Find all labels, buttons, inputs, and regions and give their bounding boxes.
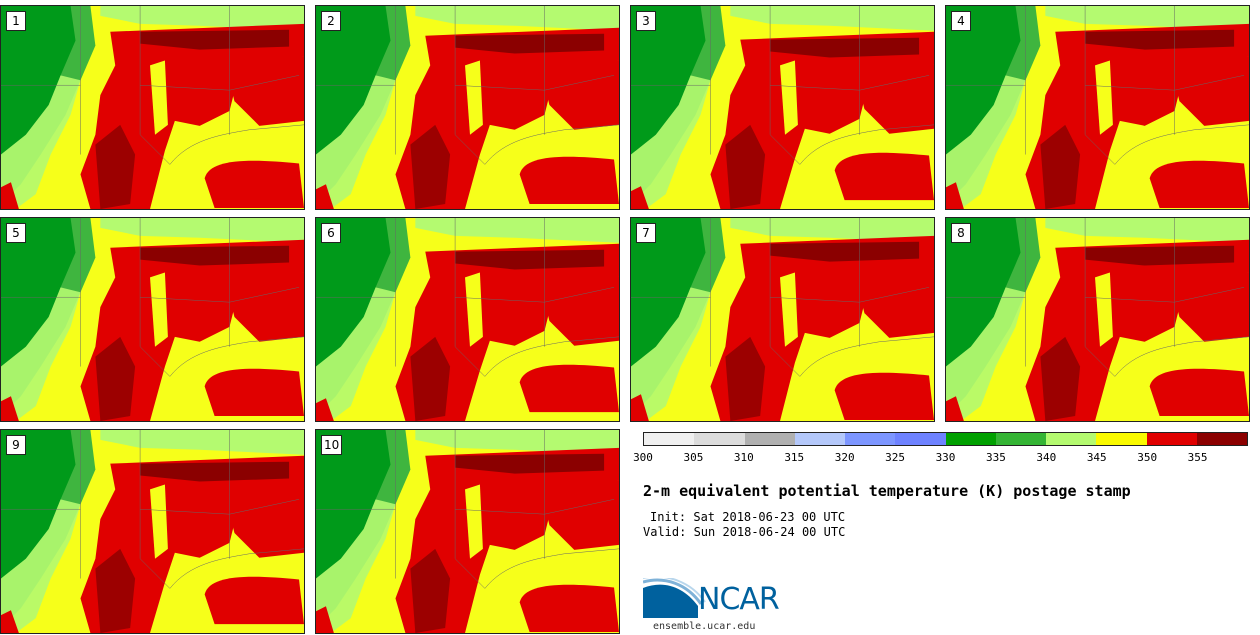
colorbar-segment [694,433,745,445]
ensemble-member-map [1,430,304,633]
postage-stamp-panel-6: 6 [315,217,620,422]
panel-label: 9 [6,435,26,455]
postage-stamp-panel-5: 5 [0,217,305,422]
panel-label: 1 [6,11,26,31]
map-title: 2-m equivalent potential temperature (K)… [643,482,1131,500]
colorbar-tick-label: 300 [633,451,653,464]
ensemble-member-map [1,6,304,209]
postage-stamp-panel-10: 10 [315,429,620,634]
colorbar-tick-label: 330 [935,451,956,464]
colorbar-tick-label: 305 [683,451,704,464]
panel-label: 3 [636,11,656,31]
colorbar-tick-label: 320 [834,451,855,464]
colorbar [643,432,1248,446]
init-time: Init: Sat 2018-06-23 00 UTC [650,510,846,524]
colorbar-tick-label: 315 [784,451,805,464]
colorbar-segment [794,433,845,445]
colorbar-tick-label: 345 [1086,451,1107,464]
panel-label: 8 [951,223,971,243]
panel-label: 5 [6,223,26,243]
colorbar-segment [995,433,1046,445]
postage-stamp-panel-3: 3 [630,5,935,210]
colorbar-segment [744,433,795,445]
ensemble-member-map [1,218,304,421]
ensemble-member-map [946,218,1249,421]
ensemble-member-map [316,218,619,421]
colorbar-segment [644,433,695,445]
panel-label: 10 [321,435,343,455]
ensemble-member-map [316,430,619,633]
ensemble-member-map [946,6,1249,209]
postage-stamp-panel-4: 4 [945,5,1250,210]
panel-label: 7 [636,223,656,243]
colorbar-segment [1046,433,1097,445]
colorbar-segment [1146,433,1197,445]
ensemble-member-map [316,6,619,209]
colorbar-tick-label: 325 [885,451,906,464]
colorbar-segment [945,433,996,445]
postage-stamp-panel-9: 9 [0,429,305,634]
colorbar-tick-label: 335 [985,451,1006,464]
colorbar-ticks: 300 305 310 315 320 325 330 335 340 345 350 355 [633,451,1248,467]
panel-label: 4 [951,11,971,31]
panel-label: 2 [321,11,341,31]
postage-stamp-panel-2: 2 [315,5,620,210]
colorbar-tick-label: 355 [1187,451,1208,464]
postage-stamp-panel-8: 8 [945,217,1250,422]
colorbar-tick-label: 350 [1137,451,1158,464]
ensemble-member-map [631,6,934,209]
ncar-logo-icon [643,578,706,618]
postage-stamp-panel-7: 7 [630,217,935,422]
logo-url: ensemble.ucar.edu [653,621,756,632]
valid-time: Valid: Sun 2018-06-24 00 UTC [643,525,846,539]
colorbar-segment [1196,433,1247,445]
colorbar-segment [895,433,946,445]
colorbar-tick-label: 310 [733,451,754,464]
colorbar-segment [1096,433,1147,445]
colorbar-tick-label: 340 [1036,451,1057,464]
postage-stamp-panel-1: 1 [0,5,305,210]
ncar-logo-text: NCAR [698,582,780,617]
colorbar-segment [845,433,896,445]
ensemble-member-map [631,218,934,421]
panel-label: 6 [321,223,341,243]
